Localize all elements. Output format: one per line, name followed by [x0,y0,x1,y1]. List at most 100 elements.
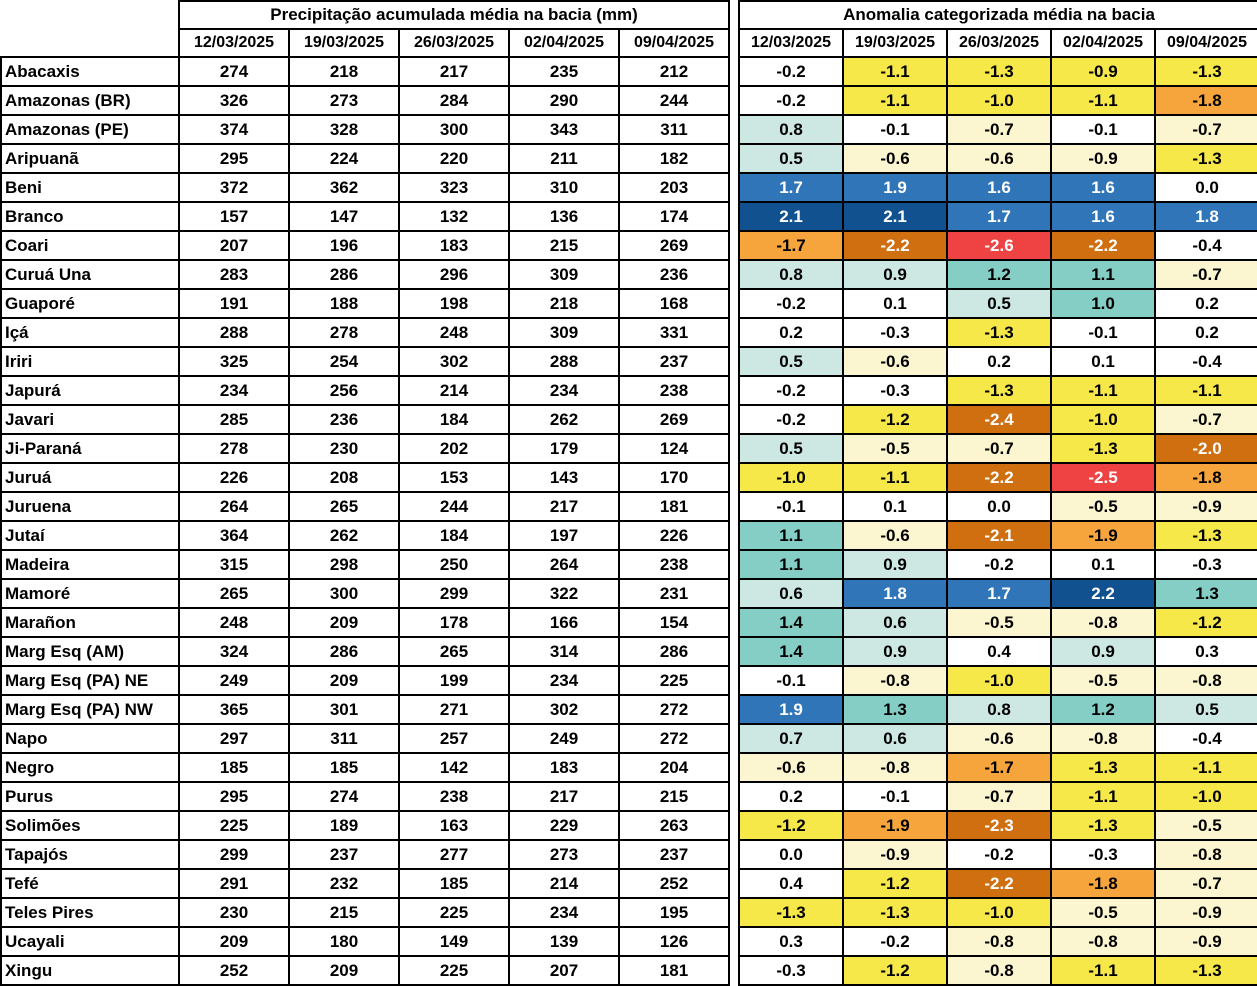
anomaly-cell: -2.0 [1154,433,1257,464]
precipitation-table-title: Precipitação acumulada média na bacia (m… [177,0,731,30]
precip-cell: 252 [617,868,731,899]
table-row: Branco 157 147 132 136 174 [0,201,731,232]
precip-cell: 300 [288,578,400,609]
precip-cell: 226 [617,520,731,551]
precip-cell: 365 [178,694,290,725]
date-header: 09/04/2025 [1154,28,1257,58]
table-row: 1.4 0.6 -0.5 -0.8 -1.2 [738,607,1257,638]
precip-cell: 326 [178,85,290,116]
precip-cell: 295 [178,143,290,174]
anomaly-cell: -0.8 [842,665,949,696]
anomaly-cell: 0.5 [738,433,845,464]
precip-cell: 209 [288,665,400,696]
table-row: Tefé 291 232 185 214 252 [0,868,731,899]
precip-cell: 217 [398,56,510,87]
basin-label: Içá [0,317,180,348]
precip-cell: 209 [288,607,400,638]
anomaly-cell: 0.9 [842,636,949,667]
anomaly-cell: 1.8 [1154,201,1257,232]
anomaly-cell: -2.2 [946,868,1053,899]
precip-cell: 153 [398,462,510,493]
precip-cell: 323 [398,172,510,203]
table-row: 2.1 2.1 1.7 1.6 1.8 [738,201,1257,232]
precip-cell: 225 [398,897,510,928]
table-row: 0.8 -0.1 -0.7 -0.1 -0.7 [738,114,1257,145]
anomaly-cell: -1.7 [738,230,845,261]
anomaly-cell: 1.3 [1154,578,1257,609]
table-row: Amazonas (BR) 326 273 284 290 244 [0,85,731,116]
precip-cell: 215 [288,897,400,928]
basin-label: Marañon [0,607,180,638]
table-row: 1.7 1.9 1.6 1.6 0.0 [738,172,1257,203]
precip-cell: 182 [617,143,731,174]
table-row: -0.2 -1.1 -1.3 -0.9 -1.3 [738,56,1257,87]
anomaly-cell: 0.8 [946,694,1053,725]
basin-label: Guaporé [0,288,180,319]
anomaly-cell: -1.7 [946,752,1053,783]
precip-cell: 218 [288,56,400,87]
anomaly-cell: -0.7 [946,781,1053,812]
anomaly-cell: 1.6 [1050,201,1157,232]
table-row: Iriri 325 254 302 288 237 [0,346,731,377]
table-row: Beni 372 362 323 310 203 [0,172,731,203]
precip-cell: 372 [178,172,290,203]
precip-cell: 311 [288,723,400,754]
anomaly-cell: 0.1 [842,288,949,319]
anomaly-cell: -1.1 [1050,375,1157,406]
anomaly-cell: -1.3 [946,317,1053,348]
basin-label: Marg Esq (AM) [0,636,180,667]
anomaly-cell: 0.2 [1154,317,1257,348]
table-row: 0.8 0.9 1.2 1.1 -0.7 [738,259,1257,290]
anomaly-cell: -0.8 [1050,926,1157,957]
anomaly-cell: -0.7 [1154,868,1257,899]
table-row: Xingu 252 209 225 207 181 [0,955,731,986]
table-row: 0.5 -0.5 -0.7 -1.3 -2.0 [738,433,1257,464]
anomaly-cell: 0.6 [738,578,845,609]
table-row: Amazonas (PE) 374 328 300 343 311 [0,114,731,145]
table-row: Abacaxis 274 218 217 235 212 [0,56,731,87]
precip-cell: 286 [617,636,731,667]
precip-cell: 284 [398,85,510,116]
precip-cell: 290 [508,85,620,116]
anomaly-cell: -0.4 [1154,723,1257,754]
anomaly-cell: -2.4 [946,404,1053,435]
anomaly-cell: -0.8 [1050,723,1157,754]
precip-cell: 230 [288,433,400,464]
basin-label: Marg Esq (PA) NE [0,665,180,696]
table-row: Purus 295 274 238 217 215 [0,781,731,812]
precip-cell: 147 [288,201,400,232]
anomaly-cell: -1.2 [738,810,845,841]
table-row: 1.9 1.3 0.8 1.2 0.5 [738,694,1257,725]
anomaly-cell: 0.0 [946,491,1053,522]
precip-cell: 202 [398,433,510,464]
anomaly-table-title: Anomalia categorizada média na bacia [738,0,1257,30]
anomaly-cell: 1.7 [946,201,1053,232]
anomaly-cell: -1.8 [1154,462,1257,493]
precip-cell: 157 [178,201,290,232]
basin-label: Beni [0,172,180,203]
precip-cell: 299 [398,578,510,609]
precip-cell: 278 [288,317,400,348]
anomaly-cell: 1.7 [946,578,1053,609]
precip-cell: 166 [508,607,620,638]
table-row: Marañon 248 209 178 166 154 [0,607,731,638]
anomaly-cell: -1.9 [1050,520,1157,551]
precip-cell: 183 [508,752,620,783]
anomaly-cell: 0.6 [842,723,949,754]
anomaly-cell: 2.1 [842,201,949,232]
anomaly-cell: 1.4 [738,607,845,638]
anomaly-cell: 1.7 [738,172,845,203]
precip-cell: 231 [617,578,731,609]
precip-cell: 328 [288,114,400,145]
basin-label: Amazonas (PE) [0,114,180,145]
precip-cell: 196 [288,230,400,261]
anomaly-cell: -0.8 [842,752,949,783]
anomaly-cell: 1.1 [738,549,845,580]
basin-label: Tapajós [0,839,180,870]
anomaly-cell: -1.0 [946,665,1053,696]
anomaly-cell: -0.2 [946,839,1053,870]
anomaly-cell: -1.3 [738,897,845,928]
anomaly-cell: -1.3 [1050,810,1157,841]
precip-cell: 278 [178,433,290,464]
basin-label: Japurá [0,375,180,406]
